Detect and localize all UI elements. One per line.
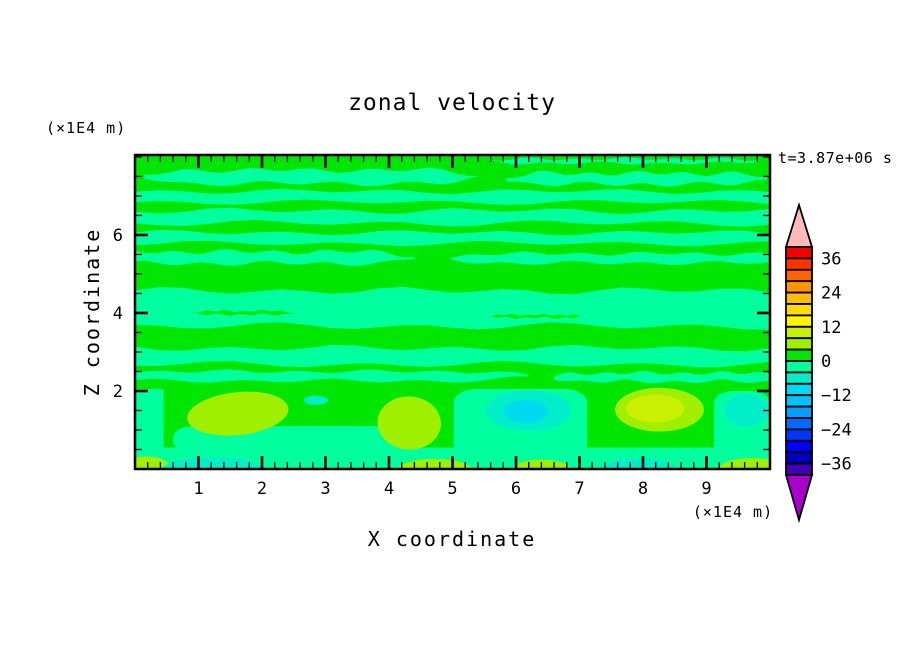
x-tick-label: 8 xyxy=(638,479,648,499)
colorbar-segment xyxy=(785,291,813,305)
tick-labels: 1 2 3 4 5 6 7 8 9 2 4 6 xyxy=(113,226,712,499)
contour-field xyxy=(135,155,770,469)
colorbar-segment xyxy=(785,246,813,260)
colorbar-tick-label: −36 xyxy=(821,455,852,475)
colorbar-segment xyxy=(785,360,813,374)
spring-green-band xyxy=(554,370,770,384)
spring-green-band xyxy=(135,207,770,227)
x-tick-label: 5 xyxy=(447,479,457,499)
spring-green-band xyxy=(135,344,770,368)
x-tick-label: 1 xyxy=(193,479,203,499)
colorbar-tick-label: 0 xyxy=(821,352,831,372)
contour-blob xyxy=(377,396,442,450)
spring-green-band xyxy=(135,369,529,383)
colorbar-segment xyxy=(785,348,813,362)
spring-green-band xyxy=(490,157,758,165)
colorbar-segment xyxy=(785,451,813,465)
x-tick-label: 6 xyxy=(511,479,521,499)
colorbar-segment xyxy=(785,439,813,454)
y-axis-title: Z coordinate xyxy=(80,227,104,397)
y-tick-label: 2 xyxy=(113,382,123,402)
x-tick-label: 4 xyxy=(384,479,394,499)
y-tick-label: 4 xyxy=(113,304,123,324)
contour-blob xyxy=(503,399,549,424)
colorbar-segment xyxy=(785,428,813,442)
colorbar-segment xyxy=(785,371,813,385)
colorbar-tick-label: −24 xyxy=(821,420,852,440)
colorbar-segment xyxy=(785,314,813,328)
colorbar-segment xyxy=(785,325,813,340)
colorbar-segment xyxy=(785,268,813,283)
colorbar-segment xyxy=(785,382,813,397)
contour-blob xyxy=(187,391,289,436)
contour-blob xyxy=(135,456,171,469)
x-axis-unit-label: (×1E4 m) xyxy=(692,503,774,521)
colorbar-under-arrow xyxy=(784,474,814,524)
spring-green-band xyxy=(506,170,767,187)
colorbar: 36 24 12 0 −12 −24 −36 xyxy=(784,201,852,524)
spring-green-band xyxy=(135,249,415,266)
colorbar-segment xyxy=(785,257,813,271)
colorbar-segment xyxy=(785,280,813,294)
colorbar-segment xyxy=(785,417,813,431)
colorbar-segment xyxy=(785,394,813,408)
spring-green-band xyxy=(135,188,770,205)
y-axis-unit-label: (×1E4 m) xyxy=(46,119,127,137)
spring-green-band xyxy=(135,229,770,247)
spring-green-band xyxy=(135,286,770,330)
colorbar-tick-label: −12 xyxy=(821,386,852,406)
chart-title: zonal velocity xyxy=(348,90,556,116)
colorbar-segment xyxy=(785,462,813,476)
bright-green-streak xyxy=(490,313,580,319)
colorbar-tick-label: 12 xyxy=(821,318,841,338)
colorbar-segment xyxy=(785,405,813,419)
contour-blob xyxy=(600,458,677,469)
colorbar-tick-label: 36 xyxy=(821,249,841,269)
spring-green-band xyxy=(144,167,482,187)
colorbar-over-arrow xyxy=(784,201,814,248)
time-annotation: t=3.87e+06 s xyxy=(778,149,893,167)
x-tick-label: 2 xyxy=(257,479,267,499)
spring-green-patch xyxy=(135,389,164,469)
x-tick-label: 7 xyxy=(574,479,584,499)
colorbar-segment xyxy=(785,337,813,351)
contour-blob xyxy=(625,394,685,423)
x-tick-label: 9 xyxy=(701,479,711,499)
colorbar-segment xyxy=(785,303,813,317)
y-tick-label: 6 xyxy=(113,226,123,246)
axes xyxy=(133,153,772,471)
contour-blob xyxy=(724,394,769,427)
colorbar-tick-label: 24 xyxy=(821,284,841,304)
bright-green-streak xyxy=(192,309,294,316)
contour-blob xyxy=(303,395,329,406)
x-tick-label: 3 xyxy=(320,479,330,499)
x-axis-title: X coordinate xyxy=(367,527,537,551)
spring-green-band xyxy=(449,251,770,266)
